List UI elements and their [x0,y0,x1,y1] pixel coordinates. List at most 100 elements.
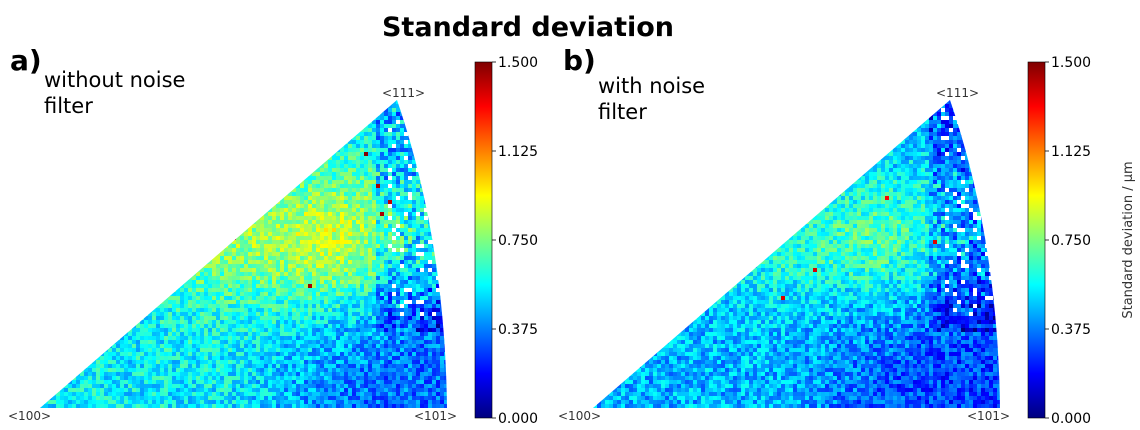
heatmap-cell [68,196,73,201]
heatmap-cell [244,272,249,277]
heatmap-cell [340,128,345,133]
heatmap-cell [236,104,241,109]
heatmap-cell [252,180,257,185]
heatmap-cell [416,220,421,225]
heatmap-cell [300,200,305,205]
heatmap-cell [412,204,417,209]
heatmap-cell [348,268,353,273]
heatmap-cell [172,244,177,249]
heatmap-cell [188,124,193,129]
heatmap-cell [104,176,109,181]
heatmap-cell [364,152,369,157]
heatmap-cell [332,140,337,145]
heatmap-cell [400,208,405,213]
heatmap-cell [288,180,293,185]
heatmap-cell [276,192,281,197]
heatmap-cell [224,264,229,269]
heatmap-cell [224,192,229,197]
heatmap-cell [144,256,149,261]
heatmap-cell [132,248,137,253]
heatmap-cell [276,144,281,149]
heatmap-cell [368,152,373,157]
heatmap-cell [180,156,185,161]
heatmap-cell [112,128,117,133]
heatmap-cell [256,120,261,125]
heatmap-cell [396,204,401,209]
heatmap-cell [108,188,113,193]
heatmap-cell [400,164,405,169]
heatmap-cell [240,148,245,153]
heatmap-cell [368,144,373,149]
heatmap-cell [148,156,153,161]
heatmap-cell [248,164,253,169]
heatmap-cell [44,264,49,269]
heatmap-cell [412,248,417,253]
heatmap-cell [172,192,177,197]
heatmap-cell [216,248,221,253]
heatmap-cell [324,128,329,133]
heatmap-cell [268,216,273,221]
heatmap-cell [176,164,181,169]
heatmap-cell [376,200,381,205]
heatmap-cell [320,260,325,265]
heatmap-cell [244,160,249,165]
heatmap-cell [372,132,377,137]
heatmap-cell [448,212,452,216]
heatmap-cell [140,132,145,137]
heatmap-cell [260,192,265,197]
heatmap-cell [200,272,205,277]
heatmap-cell [328,172,333,177]
heatmap-cell [336,200,341,205]
heatmap-cell [120,184,125,189]
heatmap-cell [384,244,389,249]
heatmap-cell [316,196,321,201]
heatmap-cell [128,100,133,101]
heatmap-cell [44,160,49,165]
heatmap-cell [260,128,265,133]
heatmap-cell [424,176,429,181]
heatmap-cell [284,176,289,181]
heatmap-cell [148,212,153,217]
heatmap-cell [92,272,97,277]
heatmap-cell [76,172,81,177]
heatmap-cell [72,164,77,169]
heatmap-cell [372,200,377,205]
heatmap-cell [292,176,297,181]
heatmap-cell [124,220,129,225]
heatmap-cell [260,180,265,185]
heatmap-cell [448,128,452,132]
heatmap-cell [44,256,49,261]
heatmap-cell [392,188,397,193]
heatmap-cell [372,104,377,109]
heatmap-cell [80,284,85,289]
heatmap-cell [152,224,157,229]
heatmap-cell [432,200,437,205]
heatmap-cell [372,220,377,225]
heatmap-cell [448,184,452,188]
heatmap-cell [296,280,301,285]
heatmap-cell [336,108,341,113]
heatmap-cell [148,284,153,289]
heatmap-cell [328,244,333,249]
heatmap-cell [388,276,393,281]
heatmap-cell [244,212,249,217]
heatmap-cell [96,204,101,209]
heatmap-cell [100,104,105,109]
panel-a-heatmap [40,100,452,408]
heatmap-cell [232,212,237,217]
heatmap-cell [40,160,45,165]
heatmap-cell [388,240,393,245]
heatmap-cell [280,148,285,153]
heatmap-cell [108,168,113,173]
heatmap-cell [380,200,385,205]
heatmap-cell [256,132,261,137]
heatmap-cell [192,224,197,229]
heatmap-cell [220,264,225,269]
heatmap-cell [180,136,185,141]
heatmap-cell [240,232,245,237]
heatmap-cell [364,212,369,217]
heatmap-cell [252,268,257,273]
heatmap-cell [320,176,325,181]
heatmap-cell [444,264,447,269]
heatmap-cell [200,212,205,217]
